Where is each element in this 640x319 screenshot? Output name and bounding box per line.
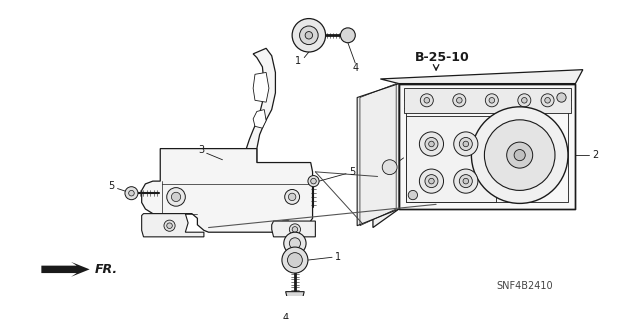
Circle shape [125,187,138,200]
Circle shape [289,193,296,201]
Circle shape [310,178,316,184]
Circle shape [514,150,525,161]
Text: 2: 2 [593,150,599,160]
Text: 4: 4 [352,63,358,73]
Circle shape [305,32,312,39]
Polygon shape [272,221,316,237]
Polygon shape [380,70,583,84]
Circle shape [484,120,555,190]
Circle shape [456,98,462,103]
Circle shape [382,160,397,174]
Circle shape [489,98,495,103]
Text: 1: 1 [335,252,340,262]
Circle shape [129,190,134,196]
Circle shape [287,253,302,268]
Circle shape [425,137,438,151]
Text: FR.: FR. [95,263,118,276]
Circle shape [485,94,499,107]
Text: 4: 4 [283,313,289,319]
Polygon shape [141,149,312,232]
Polygon shape [253,110,266,128]
Polygon shape [399,84,575,209]
Circle shape [463,141,468,147]
Circle shape [545,98,550,103]
Text: 1: 1 [294,56,301,66]
Circle shape [557,93,566,102]
Polygon shape [406,116,497,202]
Text: 5: 5 [349,167,356,177]
Polygon shape [42,262,90,277]
Circle shape [289,224,301,235]
Text: 3: 3 [198,145,204,155]
Text: 5: 5 [108,181,114,191]
Circle shape [289,238,301,249]
Circle shape [308,175,319,187]
Circle shape [164,220,175,231]
Circle shape [429,141,435,147]
Circle shape [284,232,306,255]
Circle shape [522,98,527,103]
Text: SNF4B2410: SNF4B2410 [496,281,553,291]
Polygon shape [253,72,269,102]
Circle shape [460,137,472,151]
Circle shape [167,223,172,228]
Polygon shape [357,84,399,226]
Circle shape [285,189,300,204]
Circle shape [300,26,318,45]
Circle shape [460,174,472,188]
Circle shape [419,132,444,156]
Circle shape [453,94,466,107]
Circle shape [454,169,478,193]
Polygon shape [285,292,304,299]
Circle shape [340,28,355,43]
Circle shape [292,19,326,52]
Circle shape [454,132,478,156]
Circle shape [518,94,531,107]
Circle shape [424,98,429,103]
Circle shape [167,188,186,206]
Circle shape [507,142,532,168]
Polygon shape [373,84,399,227]
Circle shape [292,226,298,232]
Circle shape [420,94,433,107]
Circle shape [429,178,435,184]
Circle shape [463,178,468,184]
Circle shape [472,107,568,204]
Circle shape [172,192,180,202]
Polygon shape [141,214,204,237]
Circle shape [541,94,554,107]
Circle shape [282,247,308,273]
Circle shape [419,169,444,193]
Circle shape [425,174,438,188]
Polygon shape [404,88,571,113]
Polygon shape [246,48,275,163]
Text: B-25-10: B-25-10 [415,51,470,64]
Circle shape [408,190,417,200]
